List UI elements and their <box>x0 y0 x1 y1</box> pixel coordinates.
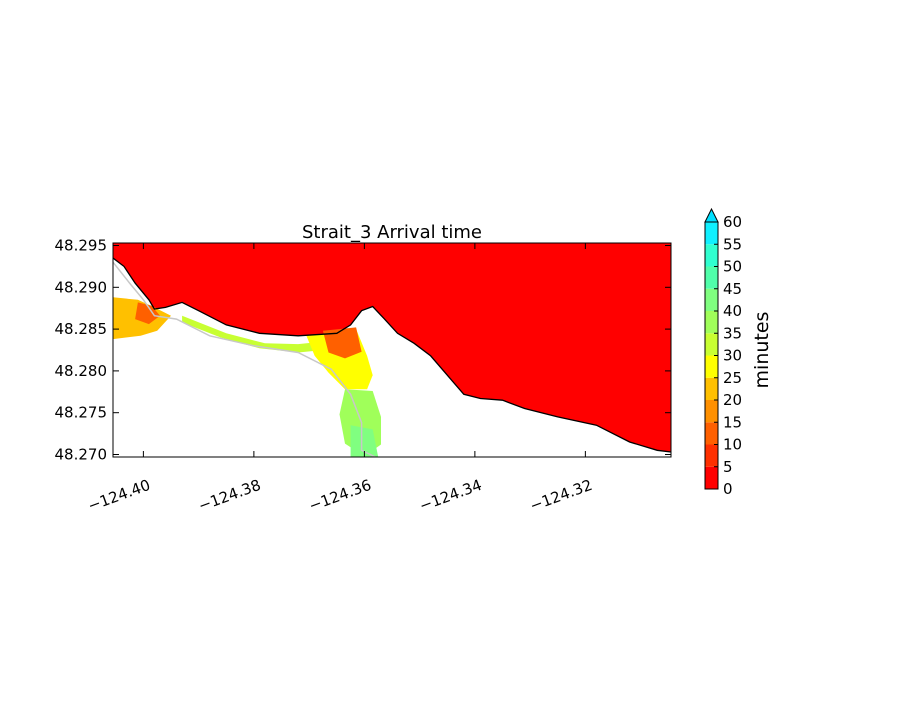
colorbar-segment <box>705 333 718 356</box>
x-tick-label: −124.40 <box>85 476 152 515</box>
colorbar-tick-label: 35 <box>723 324 742 342</box>
colorbar-segment <box>705 288 718 311</box>
x-tick-label: −124.34 <box>417 476 484 515</box>
region-inlet-core <box>322 327 362 359</box>
colorbar-segment <box>705 466 718 489</box>
y-tick-label: 48.270 <box>55 445 108 463</box>
region-inlet-head <box>350 425 379 457</box>
y-tick-label: 48.285 <box>55 320 108 338</box>
colorbar-extend-arrow <box>704 207 719 223</box>
coastline-layer <box>113 257 671 457</box>
y-tick-label: 48.280 <box>55 362 108 380</box>
colorbar-segment <box>705 311 718 334</box>
colorbar-tick-label: 20 <box>723 391 742 409</box>
colorbar-tick-label: 25 <box>723 369 742 387</box>
colorbar-tick-label: 10 <box>723 436 742 454</box>
coastline <box>113 257 671 453</box>
y-tick-label: 48.295 <box>55 237 108 255</box>
region-west-bay-inner <box>135 302 160 325</box>
colorbar-label: minutes <box>751 312 773 389</box>
colorbar-segment <box>705 400 718 423</box>
colorbar-tick-label: 55 <box>723 235 742 253</box>
x-tick-label: −124.36 <box>306 476 373 515</box>
colorbar-segment <box>705 377 718 400</box>
colorbar-segment <box>705 244 718 267</box>
colorbar: 0 5 10 15 20 25 30 35 40 45 50 55 60 <box>704 207 742 498</box>
colorbar-tick-label: 60 <box>723 213 742 231</box>
colorbar-segment <box>705 422 718 445</box>
colorbar-tick-label: 15 <box>723 413 742 431</box>
colorbar-tick-label: 45 <box>723 280 742 298</box>
colorbar-tick-label: 5 <box>723 458 733 476</box>
colorbar-segment <box>705 266 718 289</box>
y-axis: 48.295 48.290 48.285 48.280 48.275 48.270 <box>55 237 671 463</box>
plot-frame <box>112 242 672 458</box>
x-tick-label: −124.32 <box>527 476 594 515</box>
arrival-regions <box>113 243 671 457</box>
colorbar-tick-label: 40 <box>723 302 742 320</box>
x-tick-label: −124.38 <box>196 476 263 515</box>
shoreline-outline <box>113 261 376 457</box>
colorbar-segment <box>705 355 718 378</box>
colorbar-tick-label: 50 <box>723 258 742 276</box>
colorbar-segment <box>705 222 718 245</box>
region-open-strait <box>113 243 671 452</box>
colorbar-tick-label: 0 <box>723 480 733 498</box>
y-tick-label: 48.275 <box>55 404 108 422</box>
chart-title: Strait_3 Arrival time <box>302 222 482 243</box>
colorbar-tick-label: 30 <box>723 347 742 365</box>
y-tick-label: 48.290 <box>55 278 108 296</box>
colorbar-segment <box>705 444 718 467</box>
